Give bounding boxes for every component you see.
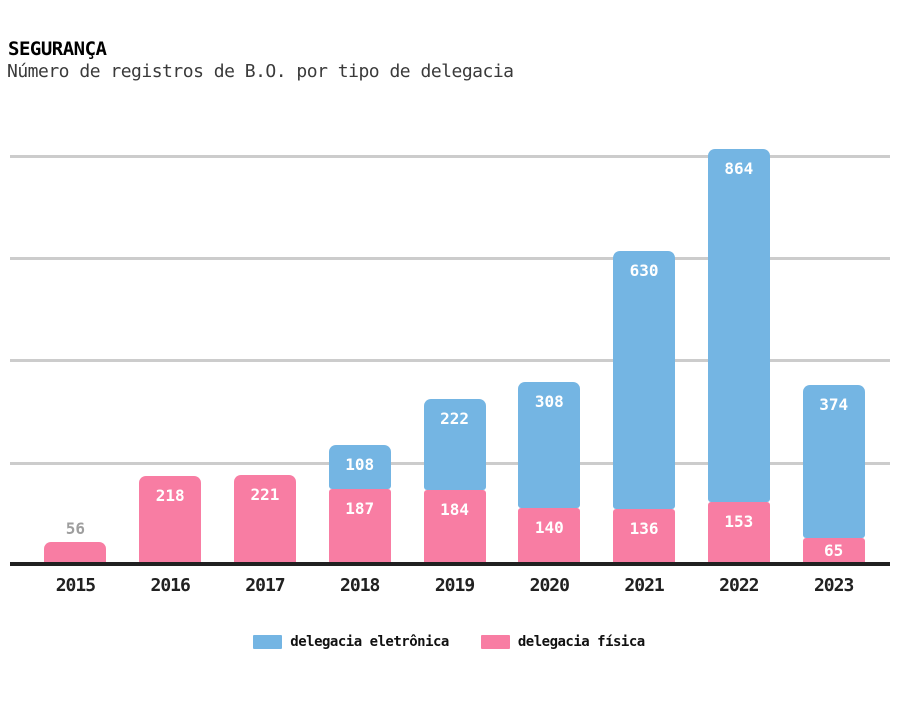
bar-segment-eletronica: 308	[518, 382, 581, 508]
bar-column-2017: 221	[218, 475, 313, 565]
bars-layer: 56 218 221 108 187 222 184 308 140 630 136 864 153 37…	[28, 139, 881, 565]
bar-segment-fisica: 187	[328, 489, 391, 565]
bar-segment-fisica: 184	[423, 490, 486, 565]
x-axis-label: 2019	[434, 575, 475, 596]
bar-segment-eletronica: 108	[328, 445, 391, 489]
bar-segment-eletronica: 864	[707, 149, 770, 502]
x-axis-label: 2022	[719, 575, 759, 596]
bar-value-label: 630	[629, 261, 659, 280]
gridline	[10, 257, 890, 260]
x-axis-label: 2020	[529, 575, 570, 596]
bar-segment-eletronica: 222	[423, 399, 486, 490]
bar-column-2018: 108 187	[312, 445, 407, 565]
bar-segment-fisica: 221	[233, 475, 296, 565]
bar-value-label: 184	[440, 500, 469, 519]
legend: delegacia eletrônica delegacia física	[0, 634, 898, 650]
bar-column-2016: 218	[123, 476, 218, 565]
x-axis-label: 2017	[245, 575, 285, 596]
bar-value-label: 56	[65, 519, 86, 538]
x-axis-label: 2018	[340, 575, 380, 596]
bar-value-label: 187	[345, 499, 375, 518]
bar-segment-eletronica: 374	[802, 385, 865, 538]
bar-value-label: 153	[724, 512, 754, 531]
x-axis-label: 2016	[150, 575, 190, 596]
legend-label: delegacia física	[517, 634, 645, 650]
x-axis-label: 2015	[55, 575, 96, 596]
bar-value-label: 221	[250, 485, 280, 504]
x-axis-label: 2023	[813, 575, 854, 596]
bar-segment-fisica: 136	[613, 509, 676, 565]
bar-segment-fisica: 218	[139, 476, 202, 565]
bar-value-label: 136	[629, 519, 659, 538]
x-axis-label: 2021	[624, 575, 664, 596]
bar-value-label: 140	[534, 518, 564, 537]
bar-segment-fisica	[44, 542, 107, 565]
bar-column-2023: 374 65	[786, 385, 881, 565]
legend-swatch-blue-icon	[253, 635, 283, 649]
bar-column-2019: 222 184	[407, 399, 502, 565]
bar-column-2022: 864 153	[691, 149, 786, 565]
x-axis-labels: 2015 2016 2017 2018 2019 2020 2021 2022 2023	[28, 575, 881, 596]
x-axis-line	[10, 562, 890, 566]
bar-value-label: 308	[534, 392, 564, 411]
bar-column-2021: 630 136	[597, 251, 692, 565]
bar-segment-fisica: 140	[518, 508, 581, 565]
bar-column-2020: 308 140	[502, 382, 597, 565]
bar-value-label: 218	[155, 486, 185, 505]
legend-item-fisica: delegacia física	[480, 634, 645, 650]
gridline	[10, 155, 890, 158]
bar-column-2015: 56	[28, 520, 123, 565]
legend-item-eletronica: delegacia eletrônica	[253, 634, 449, 650]
bar-value-label: 108	[345, 455, 375, 474]
chart-subtitle: Número de registros de B.O. por tipo de …	[7, 61, 514, 82]
legend-label: delegacia eletrônica	[290, 634, 449, 650]
bar-value-label: 65	[824, 541, 844, 560]
bar-segment-fisica: 153	[707, 502, 770, 565]
bar-value-label: 222	[440, 409, 469, 428]
gridline	[10, 359, 890, 362]
bar-value-label: 864	[724, 159, 754, 178]
legend-swatch-pink-icon	[480, 635, 510, 649]
bar-segment-eletronica: 630	[613, 251, 676, 509]
bar-segment-fisica: 65	[802, 538, 865, 565]
bar-value-label: 374	[819, 395, 849, 414]
page-title: SEGURANÇA	[8, 38, 107, 60]
